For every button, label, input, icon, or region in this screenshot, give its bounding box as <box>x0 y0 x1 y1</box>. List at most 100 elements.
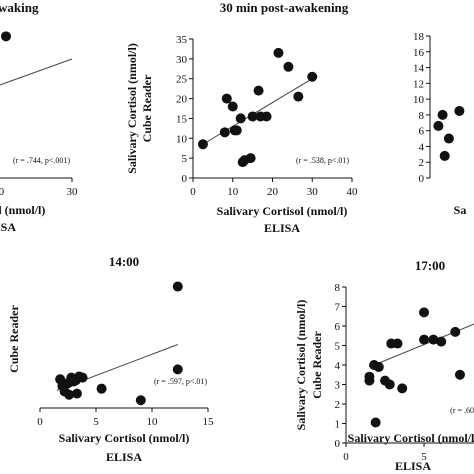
x-axis-title: Salivary Cortisol (nmol/l) <box>217 204 348 218</box>
data-point <box>1 31 11 42</box>
data-point <box>370 417 381 428</box>
data-point <box>221 93 232 104</box>
x-axis-title: Salivary Cortisol (nmol/l) <box>59 431 190 445</box>
data-point <box>283 61 294 72</box>
panel-title: 17:00 <box>415 258 445 273</box>
data-point <box>443 133 454 144</box>
x-axis-subtitle: ELISA <box>395 459 431 473</box>
stat-close: ) <box>204 377 207 386</box>
x-axis-subtitle: ELISA <box>0 220 16 234</box>
y-axis-subtitle: Cube Reader <box>140 74 154 142</box>
data-point <box>450 326 461 337</box>
x-tick-label: 5 <box>93 416 99 428</box>
data-point <box>436 336 447 347</box>
data-point <box>364 375 375 386</box>
data-point <box>235 113 246 124</box>
y-tick-label: 25 <box>176 74 188 86</box>
x-tick-label: 10 <box>227 186 239 198</box>
data-point <box>454 369 465 380</box>
correlation-stat: (r = .538, p<.01) <box>296 156 349 165</box>
data-point <box>135 395 146 406</box>
x-tick-label: 0 <box>343 451 349 463</box>
data-point <box>71 388 82 399</box>
stat-r-value: .744 <box>27 156 41 165</box>
stat-sep: , <box>41 156 45 165</box>
x-tick-label: 10 <box>147 416 159 428</box>
y-tick-label: 1 <box>335 419 341 431</box>
data-point <box>397 383 408 394</box>
y-tick-label: 8 <box>335 282 341 294</box>
y-tick-label: 0 <box>419 173 425 185</box>
y-tick-label: 0 <box>335 438 341 450</box>
stat-r-value: .60 <box>464 406 474 415</box>
stat-close: ) <box>67 156 70 165</box>
correlation-stat: (r = .60 <box>450 406 474 415</box>
data-point <box>64 389 75 400</box>
data-point <box>373 361 384 372</box>
y-axis-subtitle: Cube Reader <box>310 331 324 399</box>
panel-d: 0 5 10 15 (r = .597, p<.01) 14:00 Salivary Cor… <box>7 254 214 464</box>
y-tick-label: 20 <box>176 94 188 106</box>
stat-p-value: p<.001 <box>45 156 68 165</box>
stat-close: ) <box>346 156 349 165</box>
y-axis-title: Salivary Cortisol (nmol/l) <box>125 43 139 174</box>
y-tick-label: 5 <box>182 153 188 165</box>
correlation-stat: (r = .597, p<.01) <box>154 377 207 386</box>
data-point <box>437 109 448 120</box>
stat-sep: , <box>182 377 186 386</box>
stat-p-value: p<.01 <box>328 156 347 165</box>
y-tick-label: 15 <box>176 113 188 125</box>
y-tick-label: 35 <box>176 34 188 46</box>
x-tick-label: 15 <box>203 416 215 428</box>
x-tick-label: 30 <box>67 186 79 198</box>
data-point <box>454 105 465 116</box>
correlation-stat: (r = .744, p<.001) <box>13 156 70 165</box>
x-axis-subtitle: ELISA <box>264 221 300 235</box>
stat-open: (r = <box>13 156 27 165</box>
y-axis-title: Salivary Cortisol (nmol/l) <box>294 300 308 431</box>
panel-e: 0 5 0 1 2 3 4 5 6 7 8 (r = .60 17:00 Salivary Cortiso… <box>294 258 474 473</box>
x-axis-title: Sa <box>454 203 467 217</box>
data-point <box>247 111 258 122</box>
panel-c: 0 2 4 6 8 10 12 14 16 18 Sa <box>413 31 466 217</box>
y-tick-label: 7 <box>335 302 341 314</box>
y-tick-label: 0 <box>182 173 188 185</box>
x-tick-label: 0 <box>37 416 43 428</box>
x-axis-title: Salivary Cortisol (nmol/l) <box>0 203 45 217</box>
data-point <box>253 85 264 96</box>
data-point <box>219 127 230 138</box>
data-point <box>419 307 430 318</box>
x-tick-label: 5 <box>421 451 427 463</box>
x-axis-subtitle: ELISA <box>106 450 142 464</box>
data-point <box>428 334 439 345</box>
data-point <box>273 47 284 58</box>
trend-line <box>0 58 73 86</box>
y-tick-label: 2 <box>335 399 341 411</box>
y-axis-subtitle: Cube Reader <box>7 305 21 373</box>
y-tick-label: 10 <box>413 94 425 106</box>
x-tick-label: 0 <box>190 186 196 198</box>
stat-p-value: p<.01 <box>186 377 205 386</box>
stat-r-value: .597 <box>168 377 182 386</box>
data-point <box>245 153 256 164</box>
data-point <box>261 111 272 122</box>
x-tick-label: 40 <box>347 186 359 198</box>
y-tick-label: 5 <box>335 341 341 353</box>
data-point <box>293 91 304 102</box>
data-point <box>439 150 450 161</box>
data-point <box>197 139 208 150</box>
x-tick-label: 20 <box>0 186 5 198</box>
data-point <box>384 379 395 390</box>
panel-title: 30 min post-awakening <box>220 0 349 15</box>
data-point <box>307 71 318 82</box>
y-tick-label: 10 <box>176 133 188 145</box>
x-tick-label: 20 <box>267 186 279 198</box>
y-tick-label: 8 <box>419 110 425 122</box>
data-point <box>227 101 238 112</box>
stat-open: (r = <box>450 406 464 415</box>
y-tick-label: 14 <box>413 63 425 75</box>
y-tick-label: 6 <box>419 126 425 138</box>
panel-title: 14:00 <box>109 254 139 269</box>
